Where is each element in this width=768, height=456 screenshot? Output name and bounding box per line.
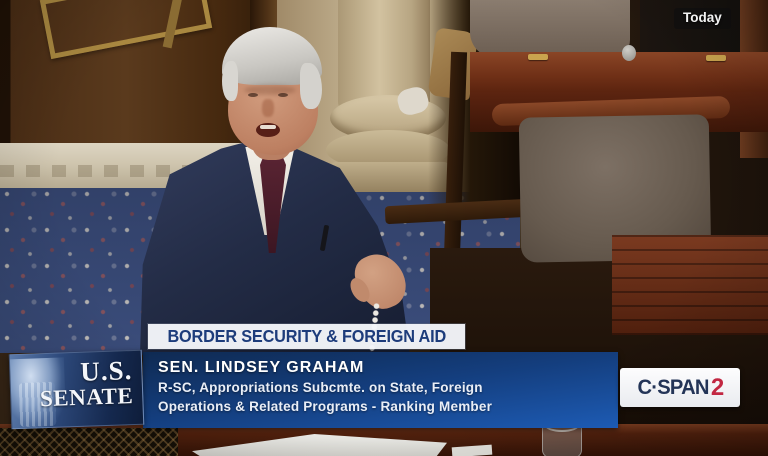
speaker-lower-third: SEN. LINDSEY GRAHAM R-SC, Appropriations… bbox=[143, 352, 618, 428]
brass-inlay bbox=[706, 55, 726, 61]
cspan-channel-number: 2 bbox=[710, 373, 725, 401]
hair-side-right bbox=[300, 63, 322, 109]
topic-banner-text: BORDER SECURITY & FOREIGN AID bbox=[167, 326, 446, 346]
brass-inlay bbox=[528, 54, 548, 60]
inkwell-knob bbox=[622, 45, 636, 61]
topic-banner: BORDER SECURITY & FOREIGN AID bbox=[148, 324, 465, 349]
us-senate-logo: U.S. SENATE bbox=[8, 349, 145, 430]
floor-grate bbox=[0, 428, 178, 456]
mahogany-desk-right bbox=[612, 235, 768, 335]
senate-desk-row bbox=[470, 45, 768, 98]
cspan-logo-text: C·SPAN bbox=[637, 375, 709, 399]
schedule-badge: Today bbox=[674, 8, 731, 29]
speaker-name: SEN. LINDSEY GRAHAM bbox=[158, 359, 365, 376]
senator-lindsey-graham-figure bbox=[140, 25, 414, 358]
speaker-description-line2: Operations & Related Programs - Ranking … bbox=[158, 399, 493, 414]
left-eye bbox=[248, 93, 258, 97]
nose-shading bbox=[262, 99, 274, 117]
cspan2-network-logo: C·SPAN 2 bbox=[620, 368, 740, 407]
hair-side-left bbox=[222, 61, 238, 101]
right-eye bbox=[278, 93, 288, 97]
leather-chair-top bbox=[470, 0, 630, 58]
brow-shading bbox=[244, 85, 296, 95]
teeth bbox=[260, 125, 276, 129]
senate-logo-line2: SENATE bbox=[39, 383, 134, 412]
speaker-description-line1: R-SC, Appropriations Subcmte. on State, … bbox=[158, 380, 483, 395]
small-paper bbox=[451, 444, 493, 456]
